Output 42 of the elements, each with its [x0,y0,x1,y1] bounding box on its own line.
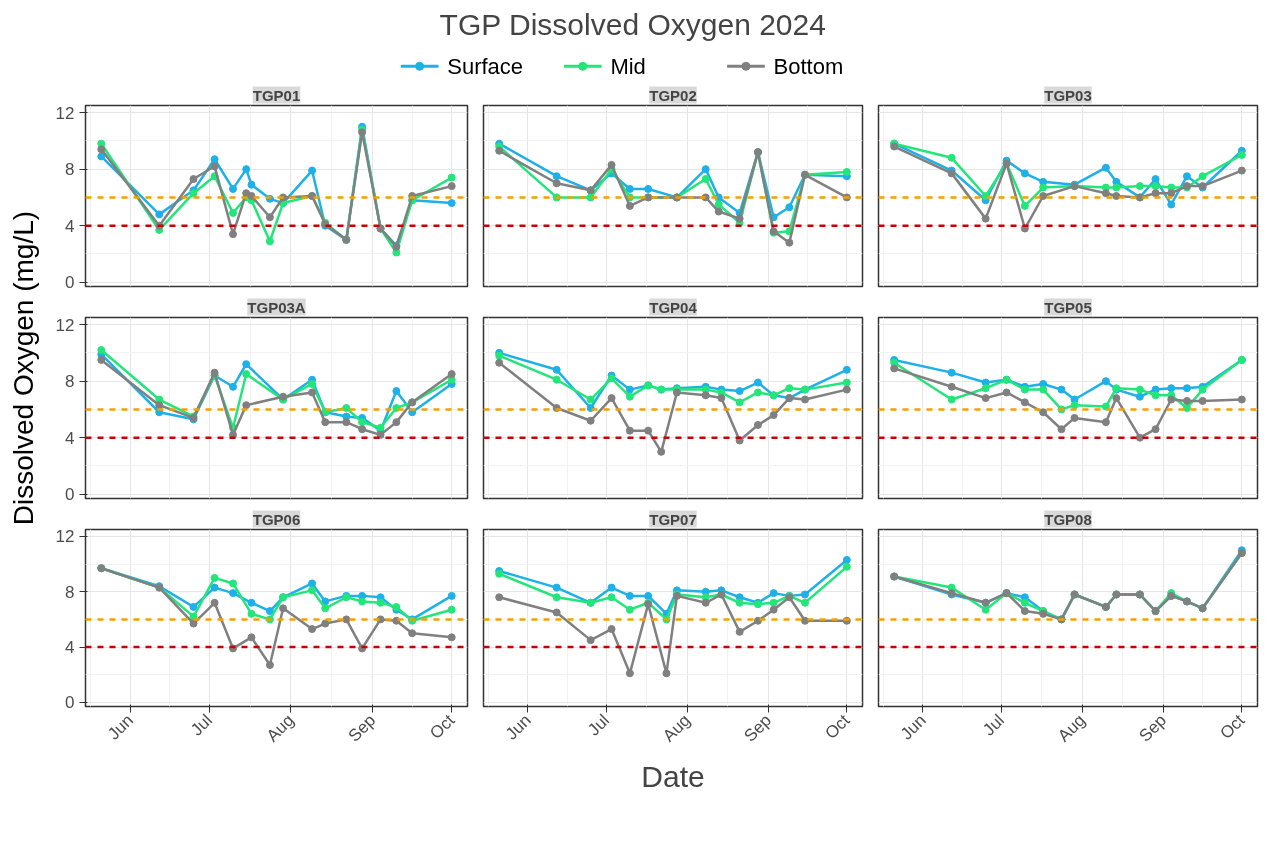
x-tick-label: Aug [659,710,695,746]
chart-title: TGP01 [252,86,301,104]
x-tick-label: Jun [896,710,930,744]
y-axis-title: Dissolved Oxygen (mg/L) [7,210,39,526]
y-tick-label: 8 [65,372,75,392]
chart-title: TGP04 [649,298,698,316]
y-tick-label: 0 [65,485,75,505]
legend-label: Mid [610,53,646,79]
x-tick-label: Sep [344,710,380,746]
x-tick-label: Sep [740,710,776,746]
chart-title: TGP06 [252,510,301,528]
chart-title: TGP08 [1044,510,1092,528]
legend-label: Bottom [773,53,844,79]
y-tick-label: 12 [55,103,75,123]
x-tick-label: Jul [187,710,217,740]
y-tick-label: 4 [65,638,75,658]
x-tick-label: Jul [584,710,614,740]
chart-title: TGP05 [1044,298,1092,316]
x-tick-label: Oct [1216,710,1249,743]
y-tick-label: 4 [65,216,75,236]
x-tick-label: Oct [426,710,459,743]
text: TGP Dissolved Oxygen 2024 [439,7,826,41]
y-tick-label: 4 [65,428,75,448]
x-tick-label: Jul [979,710,1009,740]
x-tick-label: Aug [1054,710,1090,746]
x-tick-label: Sep [1135,710,1171,746]
x-tick-label: Oct [821,710,854,743]
x-tick-label: Jun [104,710,138,744]
chart-title: TGP02 [649,86,697,104]
x-tick-label: Aug [262,710,298,746]
y-tick-label: 12 [55,527,75,547]
y-tick-label: 12 [55,315,75,335]
chart-title: TGP07 [649,510,697,528]
y-tick-label: 8 [65,160,75,180]
chart-title: TGP03A [247,298,306,316]
x-axis-title: Date [641,760,705,794]
y-tick-label: 0 [65,693,75,713]
y-tick-label: 8 [65,582,75,602]
y-tick-label: 0 [65,273,75,293]
x-tick-label: Jun [501,710,535,744]
legend-label: Surface [447,53,524,79]
chart-title: TGP03 [1044,86,1092,104]
